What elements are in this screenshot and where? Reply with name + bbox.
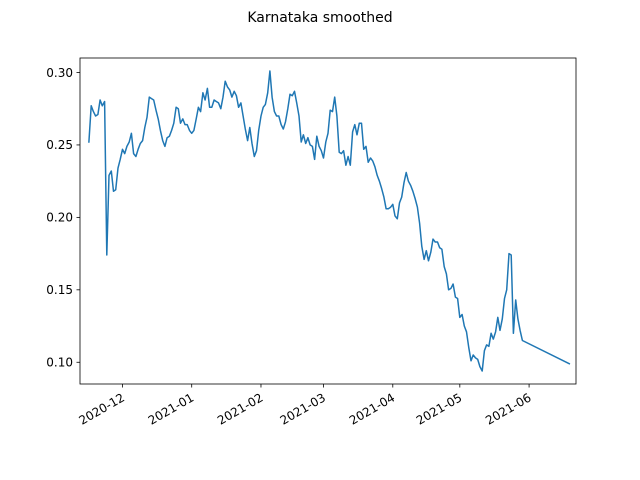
y-tick-label: 0.30 xyxy=(46,66,73,80)
series-line xyxy=(88,70,571,372)
plot-area xyxy=(80,58,576,384)
y-tick-label: 0.25 xyxy=(46,138,73,152)
y-tick-label: 0.20 xyxy=(46,211,73,225)
axes-frame xyxy=(79,57,577,385)
y-axis: 0.10 0.15 0.20 0.25 0.30 xyxy=(46,66,80,370)
chart-title: Karnataka smoothed xyxy=(247,10,392,26)
y-tick-label: 0.10 xyxy=(46,356,73,370)
y-tick-label: 0.15 xyxy=(46,283,73,297)
